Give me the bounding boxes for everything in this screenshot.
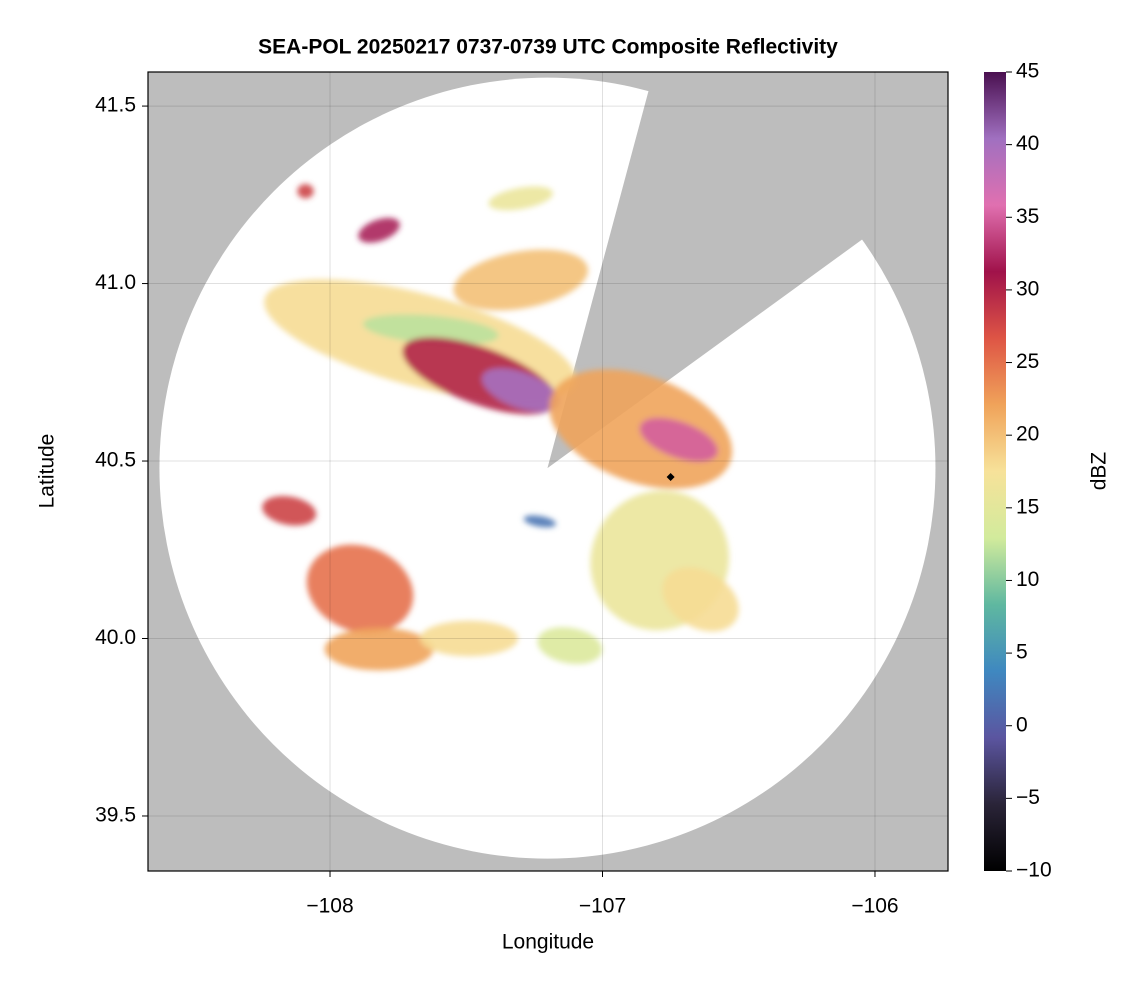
radar-site-marker <box>666 473 675 482</box>
y-tick-label: 40.5 <box>95 449 136 472</box>
colorbar-tick-label: 5 <box>1016 641 1028 664</box>
echo-layer <box>262 184 739 671</box>
chart-title: SEA-POL 20250217 0737-0739 UTC Composite… <box>258 36 838 59</box>
echo <box>324 627 434 671</box>
colorbar-tick-label: 35 <box>1016 205 1039 228</box>
colorbar-tick-label: 10 <box>1016 568 1039 591</box>
colorbar-tick-label: 0 <box>1016 713 1028 736</box>
colorbar-tick-label: 25 <box>1016 350 1039 373</box>
echo <box>358 217 400 243</box>
colorbar-tick-label: −5 <box>1016 786 1040 809</box>
echo <box>419 620 519 657</box>
echo <box>662 567 739 632</box>
x-tick-label: −106 <box>851 895 898 918</box>
colorbar <box>984 72 1006 871</box>
echo <box>537 627 603 664</box>
y-tick-label: 40.0 <box>95 626 136 649</box>
echo <box>523 515 556 528</box>
x-tick-label: −107 <box>579 895 626 918</box>
blocked-sector <box>547 72 948 469</box>
plot-frame <box>147 71 949 872</box>
echo <box>488 186 554 211</box>
echo <box>262 495 317 526</box>
colorbar-tick-label: −10 <box>1016 859 1052 882</box>
y-tick-label: 41.0 <box>95 271 136 294</box>
echo <box>639 417 718 462</box>
echo <box>453 249 589 311</box>
x-axis-label: Longitude <box>502 931 594 954</box>
colorbar-tick-label: 20 <box>1016 423 1039 446</box>
colorbar-tick-label: 30 <box>1016 277 1039 300</box>
x-tick-label: −108 <box>306 895 353 918</box>
y-axis-label: Latitude <box>36 434 59 509</box>
echo <box>306 544 414 633</box>
colorbar-tick-label: 15 <box>1016 495 1039 518</box>
colorbar-label: dBZ <box>1088 452 1111 491</box>
echo <box>297 184 314 199</box>
y-tick-label: 39.5 <box>95 804 136 827</box>
echo <box>362 314 499 346</box>
y-tick-label: 41.5 <box>95 94 136 117</box>
colorbar-tick-label: 40 <box>1016 132 1039 155</box>
plot-area <box>148 72 948 871</box>
colorbar-tick-label: 45 <box>1016 60 1039 83</box>
echo <box>481 368 560 412</box>
